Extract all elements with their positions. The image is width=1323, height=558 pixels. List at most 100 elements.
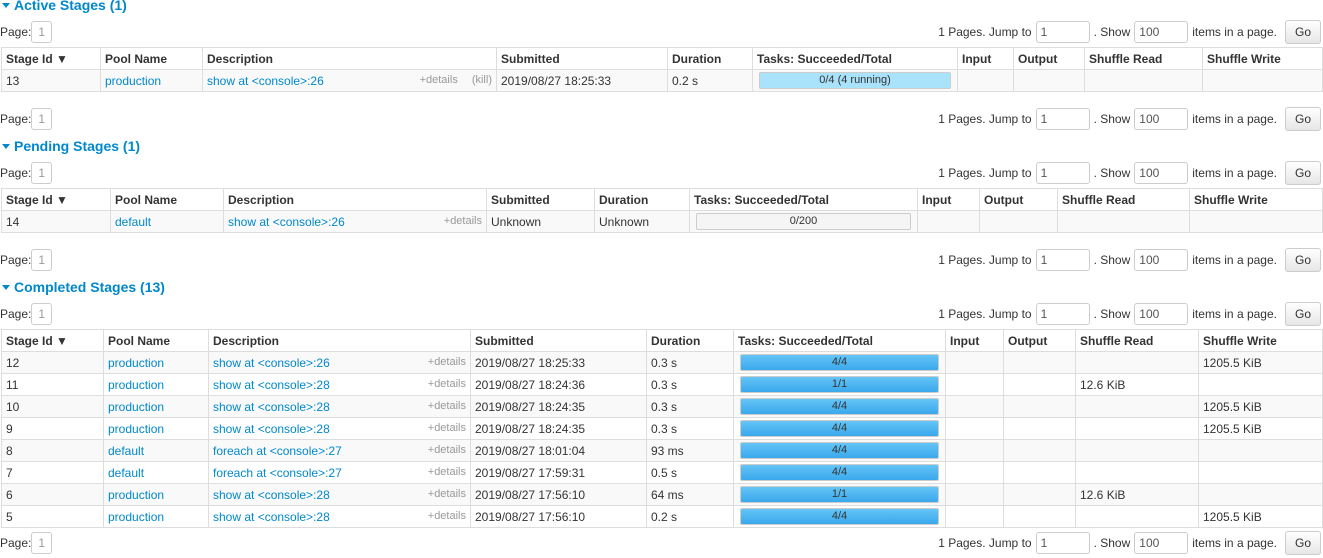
section-title[interactable]: Pending Stages (1) bbox=[0, 134, 1323, 158]
jump-input[interactable]: 1 bbox=[1035, 21, 1090, 43]
pool-link[interactable]: production bbox=[108, 355, 165, 370]
column-header[interactable]: Output bbox=[1013, 47, 1085, 70]
pool-link[interactable]: production bbox=[108, 399, 165, 414]
collapse-arrow[interactable] bbox=[2, 283, 10, 291]
column-header[interactable]: Shuffle Write bbox=[1202, 47, 1323, 70]
shuffle-read-cell bbox=[1057, 210, 1190, 233]
pool-link[interactable]: default bbox=[108, 443, 145, 458]
column-header[interactable]: Shuffle Write bbox=[1198, 329, 1323, 352]
column-header[interactable]: Duration bbox=[646, 329, 734, 352]
details-link[interactable]: +details bbox=[427, 465, 466, 478]
jump-input[interactable]: 1 bbox=[1035, 532, 1090, 554]
page-number[interactable]: 1 bbox=[31, 249, 53, 271]
details-link[interactable]: +details bbox=[427, 355, 466, 368]
column-header[interactable]: Shuffle Read bbox=[1084, 47, 1203, 70]
duration: 0.3 s bbox=[651, 421, 678, 436]
page-number[interactable]: 1 bbox=[31, 21, 53, 43]
go-button[interactable]: Go bbox=[1284, 161, 1321, 185]
show-label: . Show bbox=[1093, 307, 1131, 321]
duration-cell: 0.3 s bbox=[646, 373, 734, 396]
column-header[interactable]: Output bbox=[979, 188, 1058, 211]
duration: 0.5 s bbox=[651, 465, 678, 480]
pool-link[interactable]: default bbox=[108, 465, 145, 480]
column-header[interactable]: Input bbox=[945, 329, 1004, 352]
column-header[interactable]: Submitted bbox=[470, 329, 647, 352]
column-header[interactable]: Pool Name bbox=[103, 329, 209, 352]
page-size-input[interactable]: 100 bbox=[1134, 162, 1189, 184]
description-link[interactable]: foreach at <console>:27 bbox=[213, 465, 342, 480]
page-number[interactable]: 1 bbox=[31, 108, 53, 130]
description-link[interactable]: show at <console>:28 bbox=[213, 509, 330, 524]
column-header[interactable]: Shuffle Write bbox=[1189, 188, 1323, 211]
column-header[interactable]: Shuffle Read bbox=[1075, 329, 1199, 352]
details-link[interactable]: +details bbox=[427, 399, 466, 412]
go-button[interactable]: Go bbox=[1284, 20, 1321, 44]
page-size-input[interactable]: 100 bbox=[1134, 303, 1189, 325]
description: show at <console>:26 +details bbox=[213, 356, 466, 370]
collapse-arrow[interactable] bbox=[2, 142, 10, 150]
page-number[interactable]: 1 bbox=[31, 162, 53, 184]
details-link[interactable]: +details bbox=[427, 487, 466, 500]
pool-link[interactable]: production bbox=[108, 421, 165, 436]
section-title[interactable]: Active Stages (1) bbox=[0, 0, 1323, 17]
details-link[interactable]: +details bbox=[427, 421, 466, 434]
kill-link[interactable]: (kill) bbox=[471, 73, 492, 86]
column-header[interactable]: Duration bbox=[594, 188, 690, 211]
description-link[interactable]: show at <console>:28 bbox=[213, 377, 330, 392]
jump-input[interactable]: 1 bbox=[1035, 303, 1090, 325]
jump-input[interactable]: 1 bbox=[1035, 249, 1090, 271]
column-header[interactable]: Description bbox=[208, 329, 471, 352]
collapse-arrow[interactable] bbox=[2, 1, 10, 9]
column-header[interactable]: Stage Id ▼ bbox=[1, 47, 101, 70]
column-header[interactable]: Tasks: Succeeded/Total bbox=[733, 329, 946, 352]
column-header[interactable]: Description bbox=[223, 188, 487, 211]
column-header[interactable]: Submitted bbox=[486, 188, 595, 211]
details-link[interactable]: +details bbox=[427, 377, 466, 390]
description-link[interactable]: show at <console>:26 bbox=[228, 214, 345, 229]
description-link[interactable]: show at <console>:28 bbox=[213, 399, 330, 414]
details-link[interactable]: +details bbox=[427, 509, 466, 522]
page-size-input[interactable]: 100 bbox=[1134, 249, 1189, 271]
column-header[interactable]: Stage Id ▼ bbox=[1, 329, 104, 352]
page-number[interactable]: 1 bbox=[31, 303, 53, 325]
column-header[interactable]: Description bbox=[202, 47, 497, 70]
column-header[interactable]: Stage Id ▼ bbox=[1, 188, 111, 211]
pool-link[interactable]: production bbox=[108, 377, 165, 392]
details-link[interactable]: +details bbox=[419, 73, 458, 86]
details-link[interactable]: +details bbox=[443, 214, 482, 227]
pool-link[interactable]: default bbox=[115, 214, 152, 229]
description-link[interactable]: show at <console>:26 bbox=[213, 355, 330, 370]
description-link[interactable]: foreach at <console>:27 bbox=[213, 443, 342, 458]
pool-link[interactable]: production bbox=[108, 509, 165, 524]
go-button[interactable]: Go bbox=[1284, 107, 1321, 131]
column-header[interactable]: Tasks: Succeeded/Total bbox=[752, 47, 958, 70]
jump-input[interactable]: 1 bbox=[1035, 162, 1090, 184]
column-header[interactable]: Output bbox=[1003, 329, 1076, 352]
page-size-input[interactable]: 100 bbox=[1134, 21, 1189, 43]
items-label: items in a page. bbox=[1192, 166, 1277, 180]
description-link[interactable]: show at <console>:28 bbox=[213, 487, 330, 502]
page-number[interactable]: 1 bbox=[31, 532, 53, 554]
go-button[interactable]: Go bbox=[1284, 248, 1321, 272]
shuffle-read-cell bbox=[1084, 69, 1203, 92]
output-cell bbox=[1003, 417, 1076, 440]
go-button[interactable]: Go bbox=[1284, 302, 1321, 326]
pool-link[interactable]: production bbox=[105, 73, 162, 88]
go-button[interactable]: Go bbox=[1284, 531, 1321, 555]
description-link[interactable]: show at <console>:26 bbox=[207, 73, 324, 88]
column-header[interactable]: Pool Name bbox=[110, 188, 224, 211]
column-header[interactable]: Tasks: Succeeded/Total bbox=[689, 188, 918, 211]
column-header[interactable]: Input bbox=[917, 188, 980, 211]
jump-input[interactable]: 1 bbox=[1035, 108, 1090, 130]
description-link[interactable]: show at <console>:28 bbox=[213, 421, 330, 436]
column-header[interactable]: Input bbox=[957, 47, 1014, 70]
details-link[interactable]: +details bbox=[427, 443, 466, 456]
page-size-input[interactable]: 100 bbox=[1134, 532, 1189, 554]
pool-link[interactable]: production bbox=[108, 487, 165, 502]
section-title[interactable]: Completed Stages (13) bbox=[0, 275, 1323, 299]
column-header[interactable]: Shuffle Read bbox=[1057, 188, 1190, 211]
column-header[interactable]: Submitted bbox=[496, 47, 668, 70]
column-header[interactable]: Duration bbox=[667, 47, 753, 70]
column-header[interactable]: Pool Name bbox=[100, 47, 203, 70]
page-size-input[interactable]: 100 bbox=[1134, 108, 1189, 130]
